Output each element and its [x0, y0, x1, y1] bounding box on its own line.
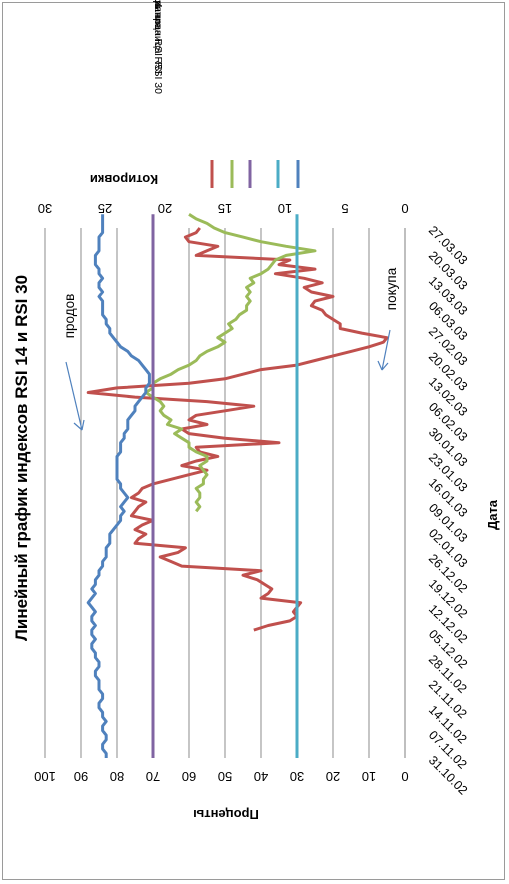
- legend-label: Верхняя граница RSI: [152, 0, 164, 74]
- y-left-tick-label: 60: [182, 769, 196, 784]
- y-left-tick-label: 100: [34, 769, 56, 784]
- y-left-tick-label: 10: [362, 769, 376, 784]
- series-line: [144, 213, 317, 513]
- annotation-arrow: [65, 361, 83, 431]
- y-right-tick-label: 0: [401, 201, 408, 216]
- y-right-tick-label: 30: [38, 201, 52, 216]
- annotation-arrowhead: [377, 360, 389, 371]
- y-left-tick-label: 0: [401, 769, 408, 784]
- series-line: [86, 227, 389, 632]
- y-right-tick-label: 25: [98, 201, 112, 216]
- series-line: [86, 214, 151, 758]
- y-left-tick-label: 90: [74, 769, 88, 784]
- chart-title: Линейный график индексов RSI 14 и RSI 30: [12, 275, 31, 641]
- y-left-tick-label: 40: [254, 769, 268, 784]
- y-right-tick-label: 5: [341, 201, 348, 216]
- legend-label: Цена закрытия: [152, 0, 164, 28]
- legend-label: RSI 30: [152, 62, 164, 94]
- y-left-tick-label: 20: [326, 769, 340, 784]
- y-right-tick-label: 15: [218, 201, 232, 216]
- legend-label: Нижняя граница RSI: [152, 0, 164, 56]
- x-axis-title: Дата: [485, 499, 500, 530]
- y-right-tick-label: 10: [278, 201, 292, 216]
- annotation-sell: продов: [62, 294, 77, 339]
- y-axis-title-left: Проценты: [193, 807, 259, 822]
- annotation-buy: покупа: [384, 267, 399, 310]
- annotation-arrow: [381, 329, 391, 371]
- y-left-tick-label: 30: [290, 769, 304, 784]
- y-left-tick-label: 70: [146, 769, 160, 784]
- y-right-tick-label: 20: [158, 201, 172, 216]
- y-left-tick-label: 50: [218, 769, 232, 784]
- y-axis-title-right: Котировки: [90, 172, 158, 187]
- annotation-arrowhead: [73, 419, 85, 431]
- y-left-tick-label: 80: [110, 769, 124, 784]
